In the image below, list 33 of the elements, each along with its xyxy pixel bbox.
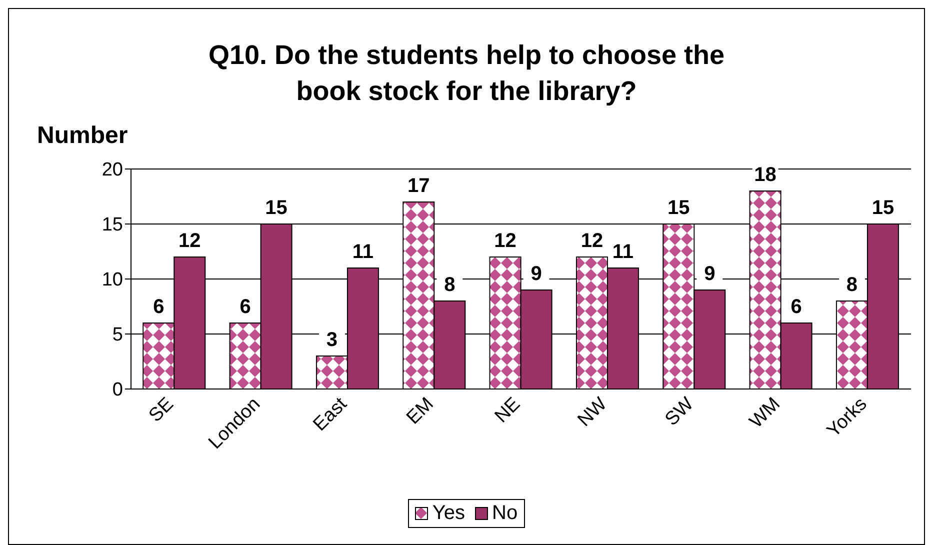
data-label: 15 [265, 197, 288, 219]
y-tick-label: 0 [112, 380, 123, 401]
data-label: 8 [846, 274, 858, 296]
data-label: 8 [444, 274, 456, 296]
data-label: 3 [326, 329, 338, 351]
data-label: 6 [240, 296, 251, 318]
data-label: 15 [668, 197, 690, 219]
data-label: 9 [704, 263, 716, 285]
x-tick-label: NE [491, 394, 525, 428]
data-label: 15 [872, 197, 894, 219]
data-label: 12 [580, 230, 604, 252]
y-tick-label: 10 [102, 270, 123, 291]
y-tick-label: 20 [102, 160, 123, 181]
x-tick-label: EM [402, 394, 438, 429]
data-label: 12 [494, 230, 516, 252]
x-tick-label: SW [661, 394, 698, 430]
chart-title: Q10. Do the students help to choose the book stock for the library? [207, 39, 726, 108]
x-tick-label: WM [746, 394, 785, 432]
data-label: 6 [790, 296, 802, 318]
data-label: 18 [754, 164, 776, 186]
data-label: 9 [530, 263, 542, 285]
data-label: 12 [178, 230, 201, 252]
y-axis-title: Number [37, 122, 128, 150]
data-label: 11 [612, 241, 634, 263]
data-label: 6 [153, 296, 164, 318]
legend-label: Yes [431, 502, 466, 525]
y-tick-label: 15 [102, 214, 123, 236]
x-tick-label: NW [574, 394, 612, 431]
data-label: 17 [408, 175, 430, 197]
y-tick-label: 5 [112, 324, 123, 346]
legend-label: No [491, 502, 518, 525]
x-tick-label: SE [145, 394, 178, 426]
data-label: 11 [352, 241, 374, 263]
